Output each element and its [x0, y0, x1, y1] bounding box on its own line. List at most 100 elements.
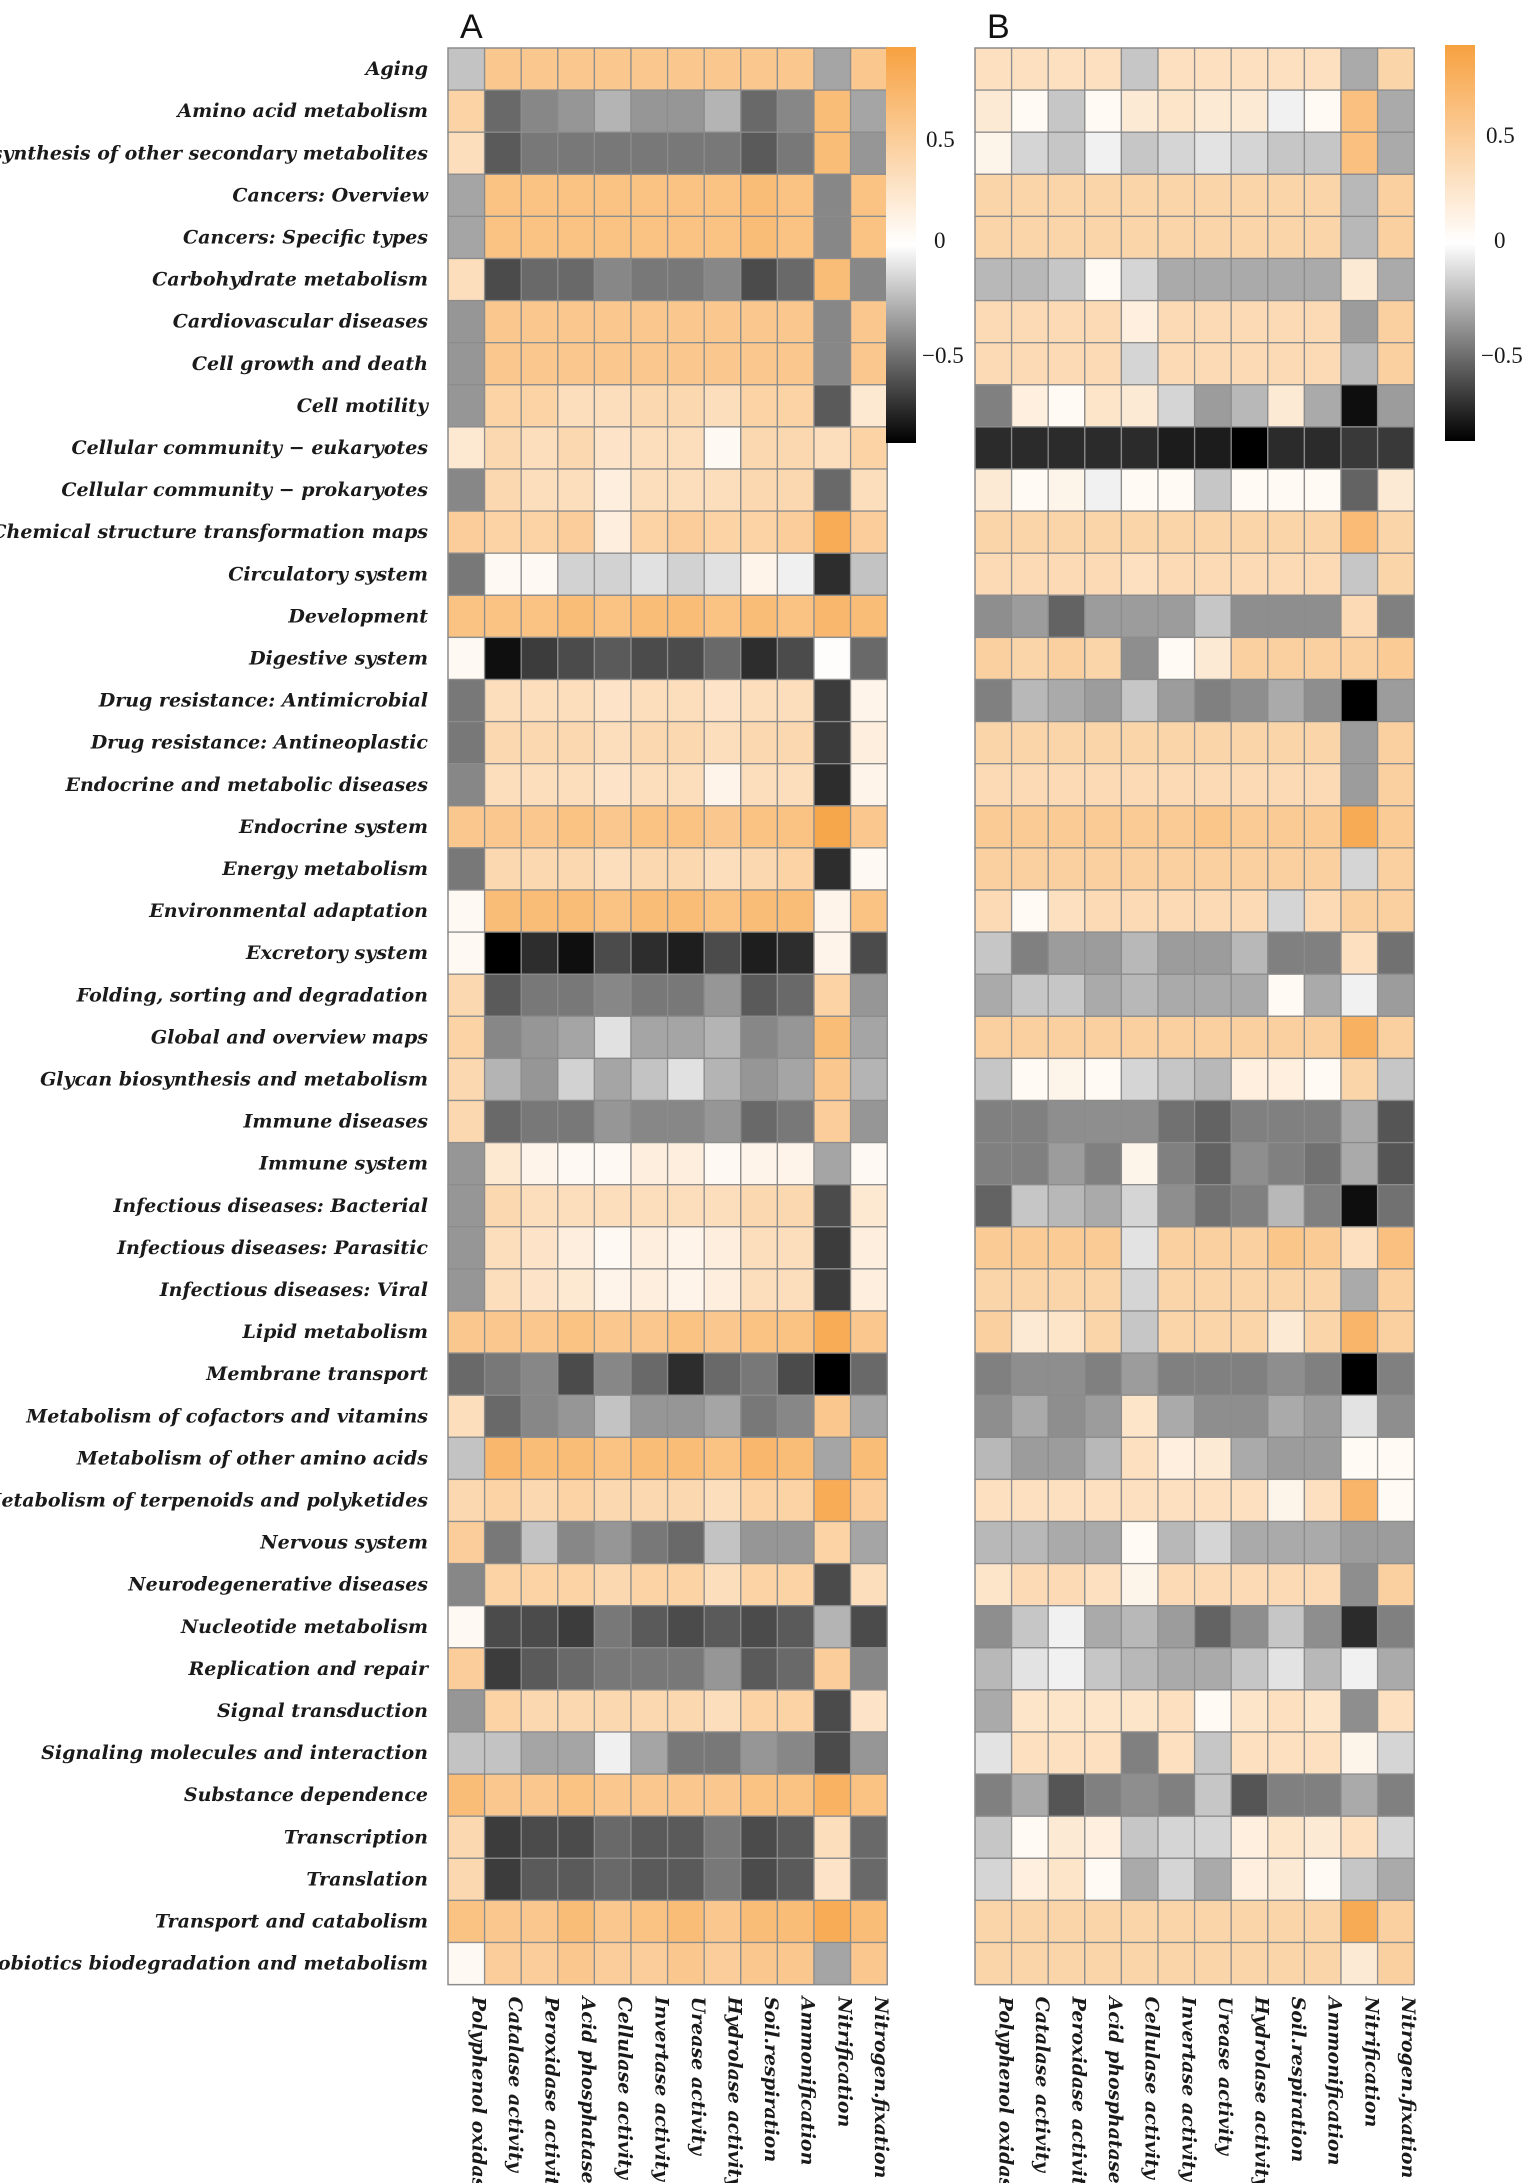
heatmap-cell: [483, 1226, 522, 1270]
heatmap-cell: [703, 1394, 742, 1438]
heatmap-cell: [776, 510, 815, 554]
heatmap-cell: [666, 215, 705, 260]
heatmap-cell: [666, 384, 705, 428]
heatmap-cell: [813, 889, 852, 933]
heatmap-cell: [1193, 1520, 1232, 1565]
heatmap-cell: [776, 89, 815, 133]
heatmap-cell: [849, 552, 888, 596]
heatmap-cell: [1157, 468, 1196, 512]
heatmap-cell: [1230, 1857, 1269, 1902]
heatmap-cell: [740, 1773, 779, 1817]
heatmap-cell: [1047, 1436, 1086, 1481]
heatmap-cell: [1047, 931, 1086, 975]
heatmap-cell: [557, 1436, 596, 1481]
heatmap-cell: [1120, 763, 1159, 807]
heatmap-cell: [1230, 720, 1269, 765]
heatmap-cell: [740, 299, 779, 344]
heatmap-cell: [1193, 1689, 1232, 1733]
heatmap-cell: [1084, 1815, 1123, 1859]
heatmap-cell: [1193, 299, 1232, 344]
heatmap-cell: [1340, 763, 1379, 807]
heatmap-cell: [520, 805, 559, 849]
heatmap-cell: [974, 636, 1013, 681]
heatmap-cell: [557, 1941, 596, 1986]
heatmap-cell: [593, 636, 632, 681]
heatmap-cell: [593, 299, 632, 344]
row-label: Endocrine and metabolic diseases: [64, 774, 428, 796]
column-label: Nitrification: [1360, 1996, 1382, 2128]
heatmap-cell: [1230, 1394, 1269, 1438]
heatmap-cell: [703, 1689, 742, 1733]
heatmap-cell: [1267, 1436, 1306, 1481]
heatmap-cell: [1340, 1057, 1379, 1102]
heatmap-cell: [703, 299, 742, 344]
heatmap-cell: [813, 1520, 852, 1565]
heatmap-cell: [1010, 1057, 1049, 1102]
heatmap-cell: [1267, 1352, 1306, 1396]
heatmap-cell: [703, 510, 742, 554]
heatmap-cell: [703, 594, 742, 639]
row-label: Cellular community − prokaryotes: [61, 479, 428, 501]
heatmap-cell: [483, 1857, 522, 1902]
heatmap-cell: [740, 1562, 779, 1607]
column-label: Cellulase activity: [614, 1997, 636, 2181]
heatmap-cell: [1376, 1520, 1415, 1565]
heatmap-cell: [1303, 510, 1342, 554]
heatmap-cell: [520, 594, 559, 639]
heatmap-cell: [1157, 1773, 1196, 1817]
heatmap-cell: [666, 594, 705, 639]
heatmap-cell: [813, 1562, 852, 1607]
row-label: Replication and repair: [187, 1658, 430, 1680]
heatmap-cell: [1010, 342, 1049, 386]
heatmap-cell: [1157, 510, 1196, 554]
heatmap-cell: [1340, 805, 1379, 849]
heatmap-cell: [1047, 1352, 1086, 1396]
heatmap-cell: [1303, 847, 1342, 891]
heatmap-cell: [630, 1394, 669, 1438]
heatmap-cell: [1267, 342, 1306, 386]
heatmap-cell: [740, 1899, 779, 1944]
heatmap-cell: [1303, 1226, 1342, 1270]
heatmap-cell: [1376, 1941, 1415, 1986]
heatmap-cell: [974, 1562, 1013, 1607]
heatmap-cell: [1376, 552, 1415, 596]
heatmap-cell: [630, 1436, 669, 1481]
row-label: Aging: [364, 58, 428, 80]
heatmap-cell: [1084, 1857, 1123, 1902]
heatmap-cell: [776, 215, 815, 260]
heatmap-cell: [593, 889, 632, 933]
heatmap-cell: [1120, 342, 1159, 386]
row-label: Membrane transport: [205, 1363, 428, 1385]
heatmap-cell: [630, 299, 669, 344]
heatmap-cell: [447, 1141, 486, 1186]
heatmap-cell: [974, 1268, 1013, 1312]
heatmap-cell: [1047, 678, 1086, 723]
heatmap-cell: [483, 426, 522, 470]
heatmap-cell: [1376, 468, 1415, 512]
colorbar-a-tick-pos: 0.5: [926, 127, 955, 152]
heatmap-cell: [666, 973, 705, 1017]
heatmap-cell: [630, 973, 669, 1017]
row-label: Energy metabolism: [221, 858, 428, 880]
heatmap-cell: [666, 720, 705, 765]
heatmap-cell: [666, 299, 705, 344]
heatmap-cell: [1267, 173, 1306, 218]
heatmap-cell: [666, 1310, 705, 1354]
heatmap-cell: [483, 1015, 522, 1060]
heatmap-cell: [483, 342, 522, 386]
heatmap-cell: [1230, 89, 1269, 133]
heatmap-cell: [557, 805, 596, 849]
heatmap-cell: [447, 1647, 486, 1691]
heatmap-cell: [813, 720, 852, 765]
colorbar-b-tick-neg: −0.5: [1481, 343, 1523, 368]
heatmap-cell: [447, 1689, 486, 1733]
heatmap-cell: [630, 636, 669, 681]
heatmap-cell: [447, 1268, 486, 1312]
heatmap-cell: [447, 1562, 486, 1607]
heatmap-cell: [1120, 1478, 1159, 1523]
heatmap-cell: [1267, 805, 1306, 849]
heatmap-cell: [630, 1731, 669, 1775]
heatmap-cell: [447, 1310, 486, 1354]
heatmap-cell: [1047, 1015, 1086, 1060]
heatmap-cell: [593, 1478, 632, 1523]
